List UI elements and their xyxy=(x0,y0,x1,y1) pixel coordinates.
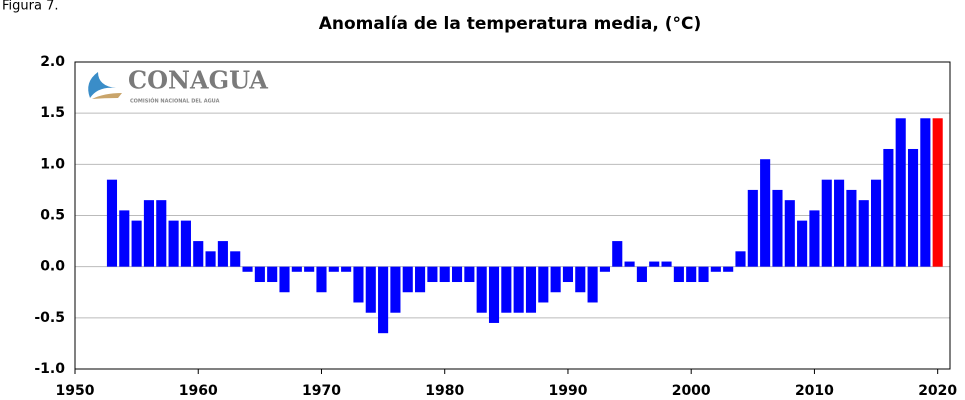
y-tick-label: -1.0 xyxy=(34,361,65,377)
bar xyxy=(686,266,697,283)
x-tick-label: 1950 xyxy=(56,383,95,399)
bar xyxy=(230,251,241,267)
bar xyxy=(624,261,635,267)
x-tick-label: 1970 xyxy=(302,383,341,399)
x-tick-label: 2020 xyxy=(918,383,957,399)
bar xyxy=(378,266,389,334)
y-tick-label: -0.5 xyxy=(34,310,65,326)
bar xyxy=(599,266,610,272)
logo: CONAGUA COMISIÓN NACIONAL DEL AGUA xyxy=(88,66,268,105)
y-tick-label: 1.5 xyxy=(40,105,65,121)
bar xyxy=(488,266,500,323)
bar xyxy=(328,266,339,272)
bar xyxy=(464,266,475,283)
bar xyxy=(735,251,746,267)
bar xyxy=(612,241,623,267)
bar xyxy=(538,266,549,303)
bar xyxy=(895,118,906,267)
bar xyxy=(353,266,364,303)
y-tick-label: 2.0 xyxy=(40,54,65,70)
bar xyxy=(390,266,401,313)
bar xyxy=(168,220,179,267)
bar xyxy=(451,266,463,283)
bar xyxy=(858,200,869,267)
bar xyxy=(415,266,426,293)
bar xyxy=(772,189,783,267)
bar xyxy=(661,261,672,267)
bar xyxy=(304,266,315,272)
bar xyxy=(871,179,882,267)
bar xyxy=(131,220,142,267)
bar xyxy=(587,266,598,303)
bar xyxy=(920,118,931,267)
x-tick-label: 2000 xyxy=(672,383,711,399)
bar xyxy=(341,266,352,272)
bar xyxy=(242,266,253,272)
bar xyxy=(907,148,919,267)
bar xyxy=(834,179,845,267)
bar xyxy=(279,266,290,293)
x-tick-label: 1990 xyxy=(548,383,587,399)
bar xyxy=(846,189,857,267)
chart-title: Anomalía de la temperatura media, (°C) xyxy=(319,14,702,34)
bar xyxy=(710,266,721,272)
bar xyxy=(575,266,586,293)
bar xyxy=(476,266,487,313)
bar xyxy=(821,179,832,267)
logo-subtitle: COMISIÓN NACIONAL DEL AGUA xyxy=(130,98,220,105)
bar xyxy=(291,266,302,272)
bar xyxy=(562,266,574,283)
bar xyxy=(723,266,734,272)
bar xyxy=(205,251,216,267)
bar xyxy=(402,266,413,293)
bar xyxy=(427,266,438,283)
bar xyxy=(525,266,537,313)
bar xyxy=(143,200,154,267)
bar xyxy=(254,266,265,283)
logo-icon xyxy=(88,72,116,98)
bar xyxy=(649,261,660,267)
bar xyxy=(747,189,758,267)
bar xyxy=(883,148,894,267)
bar xyxy=(698,266,709,283)
logo-icon xyxy=(92,93,122,99)
bar xyxy=(119,210,130,267)
bar xyxy=(673,266,684,283)
y-tick-label: 0.5 xyxy=(40,208,65,224)
x-tick-label: 1980 xyxy=(425,383,464,399)
bar xyxy=(156,200,167,267)
bar xyxy=(760,159,771,267)
figure-label: Figura 7. xyxy=(2,0,58,14)
bar xyxy=(106,179,118,267)
bar xyxy=(636,266,647,283)
bar xyxy=(316,266,327,293)
logo-name: CONAGUA xyxy=(128,66,268,95)
bar xyxy=(932,118,943,267)
bar xyxy=(501,266,512,313)
bar xyxy=(550,266,561,293)
bar xyxy=(217,241,228,267)
bar xyxy=(513,266,524,313)
bar xyxy=(797,220,808,267)
x-tick-label: 1960 xyxy=(179,383,218,399)
bar xyxy=(809,210,820,267)
bar xyxy=(784,200,795,267)
bar xyxy=(439,266,450,283)
bar xyxy=(365,266,376,313)
bar xyxy=(193,241,204,267)
plot-frame xyxy=(74,61,951,370)
bar xyxy=(267,266,278,283)
x-tick-label: 2010 xyxy=(795,383,834,399)
y-tick-label: 0.0 xyxy=(40,259,65,275)
bar xyxy=(180,220,191,267)
y-tick-label: 1.0 xyxy=(40,156,65,172)
